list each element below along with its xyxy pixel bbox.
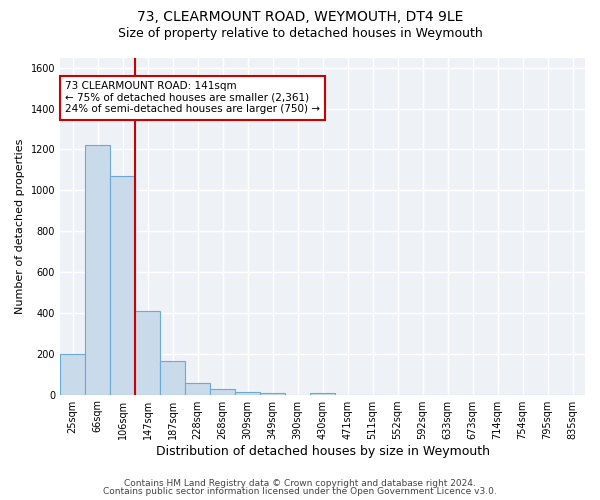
Text: 73, CLEARMOUNT ROAD, WEYMOUTH, DT4 9LE: 73, CLEARMOUNT ROAD, WEYMOUTH, DT4 9LE — [137, 10, 463, 24]
Text: 73 CLEARMOUNT ROAD: 141sqm
← 75% of detached houses are smaller (2,361)
24% of s: 73 CLEARMOUNT ROAD: 141sqm ← 75% of deta… — [65, 81, 320, 114]
Bar — [210, 390, 235, 394]
Bar — [60, 354, 85, 395]
Bar — [110, 176, 135, 394]
Bar — [135, 311, 160, 394]
Text: Size of property relative to detached houses in Weymouth: Size of property relative to detached ho… — [118, 28, 482, 40]
Bar — [235, 392, 260, 394]
Text: Contains HM Land Registry data © Crown copyright and database right 2024.: Contains HM Land Registry data © Crown c… — [124, 478, 476, 488]
Bar — [185, 384, 210, 394]
X-axis label: Distribution of detached houses by size in Weymouth: Distribution of detached houses by size … — [155, 444, 490, 458]
Bar — [310, 392, 335, 394]
Bar — [85, 146, 110, 394]
Text: Contains public sector information licensed under the Open Government Licence v3: Contains public sector information licen… — [103, 487, 497, 496]
Y-axis label: Number of detached properties: Number of detached properties — [15, 138, 25, 314]
Bar — [160, 361, 185, 394]
Bar — [260, 392, 285, 394]
